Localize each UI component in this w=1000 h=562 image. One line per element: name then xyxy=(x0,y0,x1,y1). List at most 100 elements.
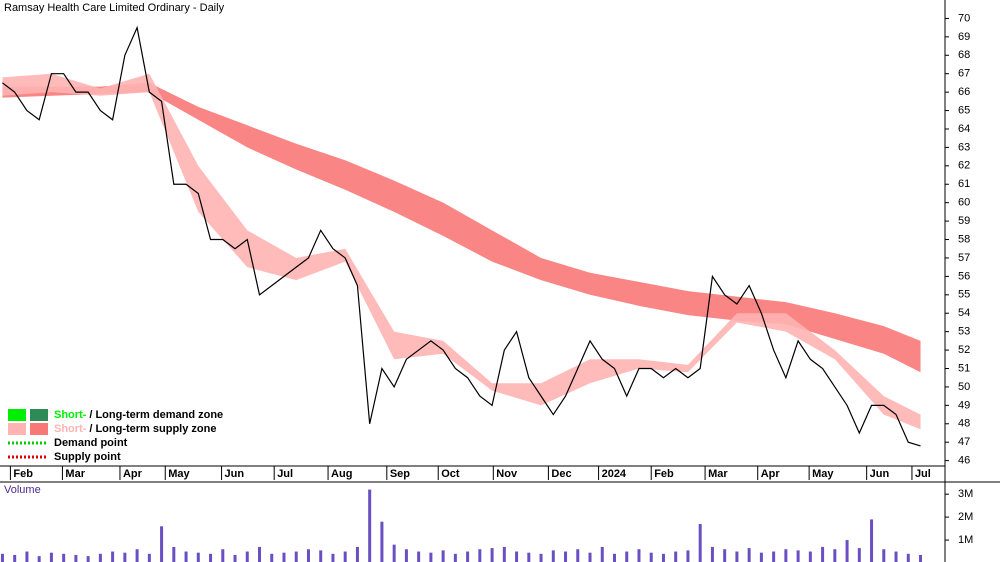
volume-bar xyxy=(649,552,653,562)
x-tick-label: Mar xyxy=(65,468,85,480)
volume-bar xyxy=(845,540,849,562)
volume-bar xyxy=(919,554,923,562)
volume-bar xyxy=(282,552,286,562)
y-tick-label: 63 xyxy=(958,141,970,153)
volume-bar xyxy=(747,548,751,562)
volume-bar xyxy=(735,551,739,562)
y-tick-label: 55 xyxy=(958,289,970,301)
volume-bar xyxy=(233,554,237,562)
volume-bar xyxy=(625,551,629,562)
legend-text: / xyxy=(89,423,92,435)
volume-label: Volume xyxy=(4,484,41,496)
x-tick-label: Aug xyxy=(331,468,352,480)
volume-bar xyxy=(184,551,188,562)
legend-swatch xyxy=(30,423,48,435)
volume-bar xyxy=(551,550,555,562)
volume-bar xyxy=(441,550,445,562)
y-tick-label: 52 xyxy=(958,344,970,356)
legend-text: Demand point xyxy=(54,437,128,449)
x-tick-label: Feb xyxy=(13,468,33,480)
y-tick-label: 59 xyxy=(958,215,970,227)
volume-bar xyxy=(135,549,139,562)
x-tick-label: Apr xyxy=(761,468,781,480)
volume-bar xyxy=(270,553,274,562)
volume-bar xyxy=(600,546,604,562)
x-tick-label: May xyxy=(812,468,834,480)
volume-bar xyxy=(686,550,690,562)
legend-text: Short- xyxy=(54,423,87,435)
y-tick-label: 54 xyxy=(958,307,970,319)
volume-bar xyxy=(392,544,396,562)
volume-bar xyxy=(306,549,310,562)
legend-text: Long-term demand zone xyxy=(95,409,223,421)
y-tick-label: 60 xyxy=(958,197,970,209)
volume-bar xyxy=(172,546,176,562)
volume-bar xyxy=(502,546,506,562)
y-tick-label: 51 xyxy=(958,362,970,374)
volume-bar xyxy=(98,553,102,562)
volume-bar xyxy=(245,551,249,562)
volume-bar xyxy=(515,551,519,562)
y-tick-label: 46 xyxy=(958,455,970,467)
volume-bar xyxy=(123,552,127,562)
volume-bar xyxy=(258,546,262,562)
y-tick-label: 65 xyxy=(958,104,970,116)
x-tick-label: Nov xyxy=(496,468,518,480)
volume-bar xyxy=(808,551,812,562)
volume-bar xyxy=(723,549,727,562)
volume-bar xyxy=(759,552,763,562)
volume-bar xyxy=(49,552,53,562)
volume-bar xyxy=(453,553,457,562)
y-tick-label: 53 xyxy=(958,326,970,338)
x-tick-label: Oct xyxy=(441,468,460,480)
volume-bar xyxy=(490,548,494,562)
volume-bar xyxy=(37,556,41,562)
price-line xyxy=(2,25,921,447)
volume-bar xyxy=(772,551,776,562)
x-tick-label: Jul xyxy=(915,468,931,480)
volume-bar xyxy=(588,552,592,562)
x-tick-label: Jun xyxy=(225,468,245,480)
volume-bar xyxy=(209,553,213,562)
y-tick-label: 70 xyxy=(958,12,970,24)
volume-bar xyxy=(796,550,800,562)
volume-bar xyxy=(404,549,408,562)
x-tick-label: Mar xyxy=(708,468,728,480)
volume-bar xyxy=(74,554,78,562)
y-tick-label: 48 xyxy=(958,418,970,430)
chart-title: Ramsay Health Care Limited Ordinary - Da… xyxy=(4,2,225,14)
volume-bar xyxy=(466,551,470,562)
volume-bar xyxy=(906,553,910,562)
y-tick-label: 58 xyxy=(958,233,970,245)
volume-bar xyxy=(319,550,323,562)
volume-bar xyxy=(25,551,29,562)
volume-tick-label: 2M xyxy=(958,511,973,523)
volume-bar xyxy=(527,552,531,562)
volume-bar xyxy=(429,552,433,562)
volume-tick-label: 1M xyxy=(958,534,973,546)
volume-bar xyxy=(196,552,200,562)
volume-bar xyxy=(784,549,788,562)
y-tick-label: 47 xyxy=(958,436,970,448)
volume-bar xyxy=(294,551,298,562)
x-tick-label: May xyxy=(168,468,190,480)
legend-text: / xyxy=(89,409,92,421)
y-tick-label: 68 xyxy=(958,49,970,61)
volume-bar xyxy=(637,549,641,562)
volume-bar xyxy=(13,554,17,562)
volume-bar xyxy=(674,551,678,562)
volume-bar xyxy=(111,551,115,562)
volume-bar xyxy=(894,551,898,562)
volume-bar xyxy=(478,549,482,562)
volume-bar xyxy=(86,556,90,562)
volume-bar xyxy=(331,553,335,562)
x-tick-label: Feb xyxy=(654,468,674,480)
volume-bar xyxy=(160,526,164,562)
volume-tick-label: 3M xyxy=(958,488,973,500)
volume-bar xyxy=(564,551,568,562)
zone-band xyxy=(2,82,921,373)
volume-bar xyxy=(380,521,384,562)
volume-bar xyxy=(821,546,825,562)
volume-bar xyxy=(221,549,225,562)
